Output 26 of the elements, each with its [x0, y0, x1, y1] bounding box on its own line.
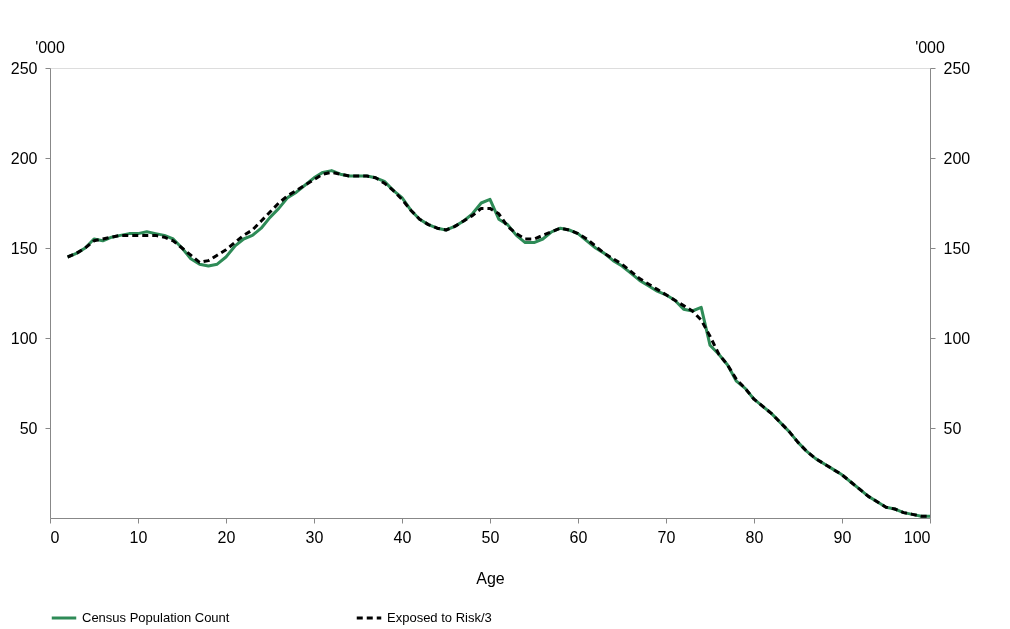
- x-tick-label: 30: [305, 528, 324, 546]
- y-axis-title: '000: [35, 39, 65, 56]
- x-tick-label: 20: [217, 528, 236, 546]
- legend-label: Exposed to Risk/3: [387, 610, 492, 625]
- x-tick-label: 100: [903, 528, 931, 546]
- y-tick-label: 200: [10, 149, 38, 167]
- x-tick-label: 60: [569, 528, 588, 546]
- x-tick-label: 70: [657, 528, 676, 546]
- y2-tick-label: 250: [943, 59, 971, 77]
- y2-tick-label: 200: [943, 149, 971, 167]
- y-tick-label: 50: [19, 419, 38, 437]
- x-tick-label: 40: [393, 528, 412, 546]
- x-tick-label: 50: [481, 528, 500, 546]
- x-axis-title: Age: [476, 569, 505, 587]
- y2-tick-label: 50: [943, 419, 962, 437]
- legend-label: Census Population Count: [82, 610, 230, 625]
- y2-axis-title: '000: [915, 39, 945, 56]
- x-tick-label: 80: [745, 528, 764, 546]
- y-tick-label: 100: [10, 329, 38, 347]
- y-tick-label: 250: [10, 59, 38, 77]
- x-tick-label: 90: [833, 528, 852, 546]
- x-tick-label: 0: [50, 528, 60, 546]
- y-tick-label: 150: [10, 239, 38, 257]
- y2-tick-label: 100: [943, 329, 971, 347]
- y2-tick-label: 150: [943, 239, 971, 257]
- x-tick-label: 10: [129, 528, 148, 546]
